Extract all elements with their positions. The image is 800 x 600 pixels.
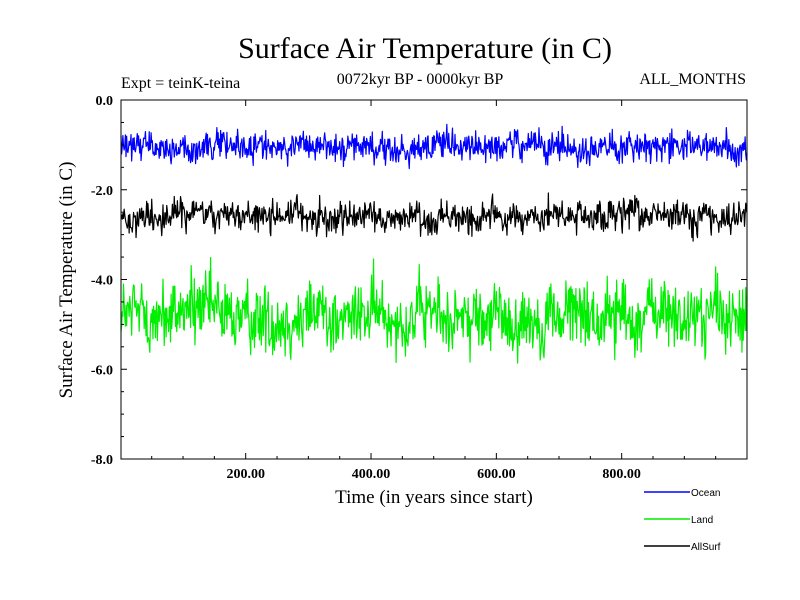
x-tick-label: 600.00	[477, 467, 516, 482]
y-tick-label: -4.0	[91, 274, 113, 289]
time-range-label: 0072kyr BP - 0000kyr BP	[337, 71, 504, 88]
legend-label-land: Land	[691, 515, 713, 526]
experiment-label: Expt = teinK-teina	[121, 75, 240, 92]
y-tick-label: 0.0	[96, 94, 114, 109]
legend-label-ocean: Ocean	[691, 488, 720, 499]
series-line-land	[120, 256, 748, 364]
y-tick-label: -6.0	[91, 363, 113, 378]
y-tick-label: -8.0	[91, 453, 113, 468]
series-line-allsurf	[120, 192, 748, 242]
x-tick-label: 200.00	[226, 467, 265, 482]
months-label: ALL_MONTHS	[639, 71, 746, 88]
series-line-ocean	[120, 123, 748, 170]
legend-label-allsurf: AllSurf	[691, 542, 721, 553]
x-tick-label: 400.00	[352, 467, 391, 482]
y-axis-label: Surface Air Temperature (in C)	[56, 162, 77, 399]
legend: Ocean Land AllSurf	[644, 488, 721, 553]
plot-frame	[120, 99, 748, 460]
x-axis: 200.00 400.00 600.00 800.00	[151, 100, 717, 482]
x-axis-label: Time (in years since start)	[335, 487, 533, 508]
series-layer	[120, 123, 748, 364]
y-tick-label: -2.0	[91, 184, 113, 199]
y-axis: 0.0 -2.0 -4.0 -6.0 -8.0	[91, 94, 747, 468]
chart-title: Surface Air Temperature (in C)	[238, 32, 612, 65]
x-tick-label: 800.00	[602, 467, 641, 482]
